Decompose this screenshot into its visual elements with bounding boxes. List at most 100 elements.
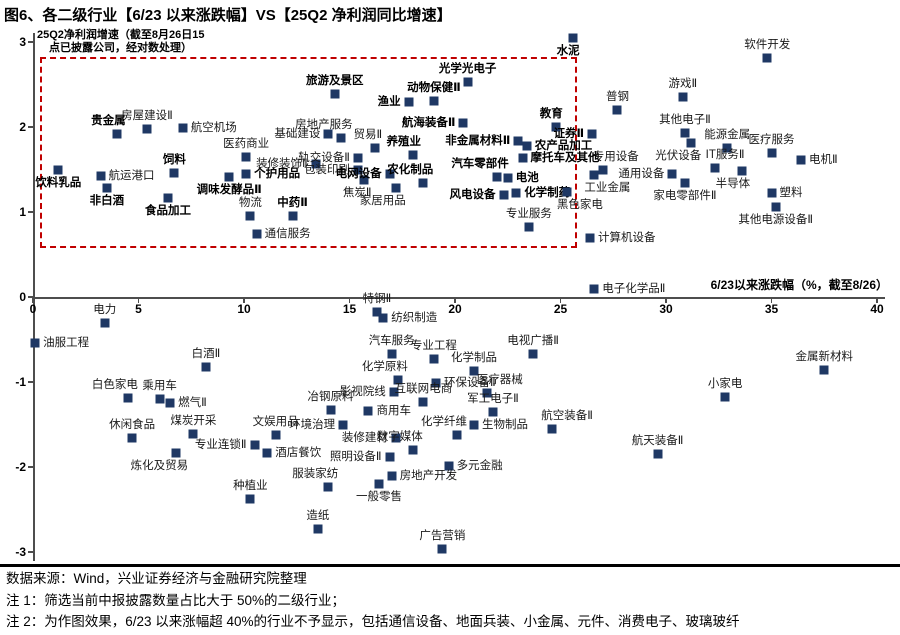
scatter-point — [589, 170, 599, 180]
point-label: 文娱用品 — [252, 415, 299, 428]
point-label: 专业连锁Ⅱ — [194, 438, 247, 451]
scatter-point — [385, 452, 395, 462]
point-label: 家居用品 — [359, 195, 406, 208]
point-label: 酒店餐饮 — [275, 447, 322, 460]
x-tick-label: 10 — [237, 302, 251, 316]
scatter-point — [771, 202, 781, 212]
footer-notes: 数据来源：Wind，兴业证券经济与金融研究院整理 注 1：筛选当前中报披露数量占… — [0, 568, 900, 633]
scatter-point — [524, 222, 534, 232]
scatter-point — [686, 138, 696, 148]
point-label: 物流 — [238, 197, 262, 210]
scatter-point — [336, 133, 346, 143]
scatter-point — [245, 211, 255, 221]
point-label: 贵金属 — [91, 114, 126, 127]
point-label: 电视广播Ⅱ — [507, 334, 559, 347]
point-label: 黑色家电 — [556, 198, 603, 211]
point-label: 非白酒 — [89, 195, 125, 208]
page-title: 图6、各二级行业【6/23 以来涨跌幅】VS【25Q2 净利润同比增速】 — [4, 7, 452, 24]
scatter-point — [378, 313, 388, 323]
point-label: 饲料 — [162, 153, 186, 166]
scatter-point — [241, 169, 251, 179]
y-tick — [28, 466, 33, 468]
scatter-point — [241, 152, 251, 162]
y-tick-label: -3 — [15, 545, 26, 559]
point-label: 小家电 — [707, 378, 743, 391]
scatter-point — [123, 393, 133, 403]
scatter-point — [385, 169, 395, 179]
point-label: 房地产服务 — [295, 119, 353, 132]
x-tick — [32, 298, 34, 303]
scatter-point — [353, 165, 363, 175]
point-label: 通用设备 — [618, 167, 665, 180]
x-axis-line — [33, 297, 885, 299]
point-label: 中药Ⅱ — [277, 197, 308, 210]
point-label: 食品加工 — [145, 204, 192, 217]
scatter-point — [391, 433, 401, 443]
point-label: 白色家电 — [91, 379, 138, 392]
scatter-point — [363, 406, 373, 416]
scatter-point — [680, 128, 690, 138]
scatter-point — [513, 136, 523, 146]
point-label: 农产品加工 — [534, 139, 593, 152]
point-label: 光伏设备 — [655, 150, 702, 163]
point-label: 光学光电子 — [438, 62, 497, 75]
point-label: 基础建设 — [274, 127, 321, 140]
point-label: 非金属材料Ⅱ — [445, 134, 511, 147]
point-label: 证券Ⅱ — [553, 127, 585, 140]
scatter-point — [418, 178, 428, 188]
point-label: 轨交设备Ⅱ — [298, 151, 350, 164]
x-tick-label: 25 — [553, 302, 568, 316]
point-label: 计算机设备 — [598, 231, 656, 244]
scatter-point — [653, 449, 663, 459]
point-label: 航海装备Ⅱ — [401, 116, 456, 129]
x-tick-label: 40 — [870, 302, 884, 316]
point-label: 塑料 — [779, 187, 803, 200]
point-label: 其他电源设备Ⅱ — [738, 213, 814, 226]
scatter-point — [720, 392, 730, 402]
x-tick — [348, 298, 351, 303]
note-1: 注 1：筛选当前中报披露数量占比大于 50%的二级行业； — [6, 592, 346, 608]
point-label: 电力 — [93, 304, 117, 317]
x-axis-label: 6/23以来涨跌幅（%，截至8/26） — [710, 278, 888, 292]
scatter-point — [547, 424, 557, 434]
y-tick-label: -2 — [15, 460, 26, 474]
scatter-point — [562, 187, 572, 197]
point-label: 燃气Ⅱ — [178, 397, 207, 410]
data-source: 数据来源：Wind，兴业证券经济与金融研究院整理 — [6, 571, 307, 586]
scatter-point — [404, 97, 414, 107]
scatter-point — [252, 229, 262, 239]
point-label: 煤炭开采 — [170, 414, 217, 427]
point-label: 摩托车及其他 — [530, 152, 600, 165]
scatter-point — [262, 448, 272, 458]
point-label: 化学制品 — [450, 351, 497, 364]
scatter-point — [767, 148, 776, 157]
point-label: 商用车 — [376, 404, 411, 417]
scatter-point — [224, 172, 234, 182]
point-label: 其他电子Ⅱ — [659, 113, 711, 126]
scatter-point — [370, 143, 380, 153]
point-label: 装修装饰Ⅱ — [256, 158, 308, 171]
scatter-point — [271, 430, 281, 440]
scatter-point — [722, 143, 732, 153]
scatter-point — [503, 173, 513, 183]
scatter-point — [418, 397, 428, 407]
scatter-point — [431, 378, 441, 388]
scatter-point — [169, 168, 179, 178]
scatter-point — [389, 387, 399, 397]
scatter-point — [528, 349, 538, 359]
scatter-point — [127, 433, 137, 443]
scatter-point — [408, 150, 418, 160]
point-label: 互联网电商 — [394, 383, 453, 396]
y-tick — [28, 381, 33, 383]
scatter-point — [393, 375, 403, 385]
y-tick — [28, 211, 33, 213]
point-label: IT服务Ⅱ — [705, 148, 745, 161]
point-label: 旅游及景区 — [305, 74, 364, 87]
scatter-point — [188, 429, 198, 439]
x-tick — [137, 298, 140, 303]
point-label: 医疗器械 — [476, 374, 523, 387]
point-label: 航天装备Ⅱ — [631, 435, 684, 448]
scatter-point — [372, 307, 382, 317]
scatter-point — [587, 129, 597, 139]
scatter-point — [522, 141, 532, 151]
